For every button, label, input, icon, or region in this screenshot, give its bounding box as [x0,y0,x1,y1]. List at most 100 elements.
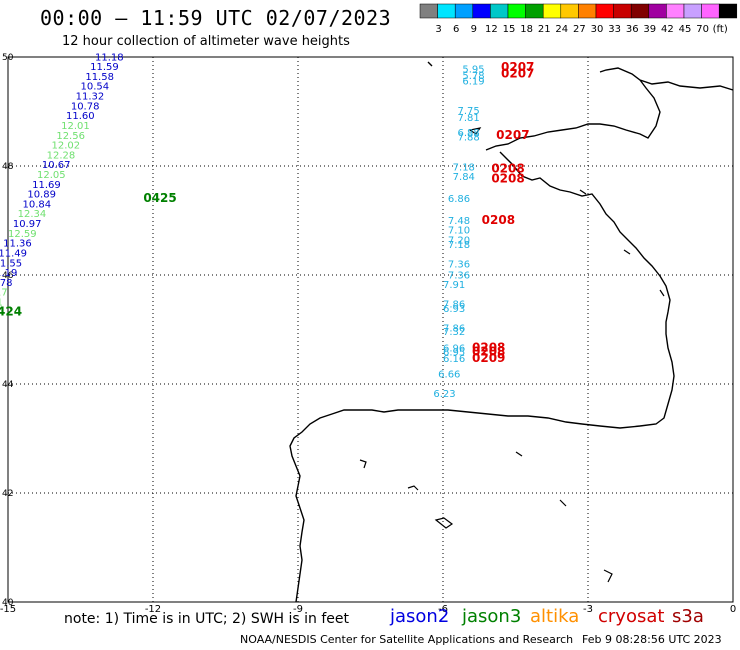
swh-value-west: 11.55 [0,258,22,269]
page-title: 00:00 – 11:59 UTC 02/07/2023 [40,6,392,30]
colorbar-label: 27 [573,24,586,35]
coastline-detail [623,249,631,255]
legend-altika: altika [530,606,580,627]
lat-tick-label: 48 [2,162,14,172]
swh-value-east: 7.36 [448,270,470,281]
swh-value-west: 10.54 [81,82,110,93]
pass-time-label: 0207 [496,128,529,142]
swh-value-west: 10.84 [23,199,52,210]
coastline-detail [359,459,367,469]
swh-value-east: 5.95 [462,64,484,75]
swh-value-east: 7.10 [448,226,470,237]
coastline-detail [603,569,613,583]
swh-value-east: 7.86 [443,324,465,335]
pass-time-label: 0208 [491,162,524,176]
coastline-detail [434,517,454,529]
colorbar-label: 36 [626,24,639,35]
pass-time-label: 0208 [482,213,515,227]
swh-value-east: 7.81 [458,113,480,124]
swh-value-east: 7.18 [453,162,475,173]
swh-value-west: 12.59 [8,229,37,240]
coastline-detail [515,451,523,457]
swh-value-east: 7.86 [443,300,465,311]
colorbar-label: 24 [555,24,568,35]
swh-value-west: 10.78 [71,101,100,112]
swh-value-west: 12.56 [56,131,85,142]
legend-jason3: jason3 [462,606,522,627]
swh-value-east: 7.88 [458,132,480,143]
colorbar-label: 6 [453,24,459,35]
swh-value-east: 7.75 [458,106,480,117]
pass-time-label: 0208 [472,345,505,359]
coastline [427,61,734,151]
colorbar-label: 15 [503,24,516,35]
swh-value-east: 7.20 [448,235,470,246]
lat-tick-label: 46 [2,271,14,281]
swh-value-west: 12.34 [18,209,47,220]
pass-time-label: 0208 [491,171,524,185]
swh-value-west: 12.17 [0,288,8,299]
pass-time-label: 0207 [501,67,534,81]
pass-time-label: 0207 [501,60,534,74]
colorbar-label: 9 [471,24,477,35]
colorbar-label: 39 [643,24,656,35]
swh-value-west: 10.67 [42,160,71,171]
swh-value-west: 12.05 [37,170,66,181]
footer-note: note: 1) Time is in UTC; 2) SWH is in fe… [64,611,350,627]
pass-time-label: 0425 [143,191,176,205]
lon-tick-label: -12 [145,604,161,615]
swh-value-east: 6.88 [458,128,480,139]
lon-tick-label: -6 [438,604,448,615]
colorbar-label: 30 [591,24,604,35]
coastline-detail [579,189,587,195]
swh-value-east: 7.48 [448,216,470,227]
footer-credit: NOAA/NESDIS Center for Satellite Applica… [240,633,574,646]
lon-tick-label: -3 [583,604,593,615]
swh-value-east: 6.96 [443,343,465,354]
coastline [499,151,675,427]
swh-value-west: 11.78 [0,278,12,289]
colorbar-swatch [718,3,738,19]
swh-value-west: 12.28 [47,150,76,161]
swh-value-east: 6.19 [462,76,484,87]
swh-value-east: 6.23 [433,389,455,400]
swh-value-east: 7.36 [448,259,470,270]
swh-value-west: 11.60 [66,111,95,122]
lon-tick-label: -15 [0,604,16,615]
swh-value-west: 12.01 [61,121,90,132]
swh-value-west: 10.89 [27,190,56,201]
swh-value-west: 11.32 [76,92,105,103]
colorbar-label: 33 [608,24,621,35]
page-subtitle: 12 hour collection of altimeter wave hei… [62,34,350,49]
lat-tick-label: 42 [2,489,13,499]
coastline-detail [559,499,567,507]
swh-value-west: 11.69 [32,180,61,191]
swh-value-east: 6.86 [448,194,470,205]
swh-value-east: 6.93 [443,304,465,315]
colorbar-label: (ft) [713,24,728,35]
swh-value-west: 11.18 [95,52,124,63]
colorbar-label: 45 [679,24,692,35]
swh-value-west: 11.58 [85,72,114,83]
lat-tick-label: 44 [2,380,14,390]
colorbar-label: 18 [520,24,533,35]
swh-value-east: 7.32 [443,327,465,338]
swh-value-east: 5.78 [462,71,484,82]
coastline [289,409,641,603]
wave-height-colorbar: 3 6 9 12 15 18 21 24 27 30 33 36 39 42 45 70 (ft) [419,3,738,35]
swh-value-west: 11.49 [0,248,27,259]
swh-value-west: 11.36 [3,239,32,250]
swh-value-west: 11.59 [90,62,119,73]
swh-value-east: 6.16 [443,354,465,365]
colorbar-label: 70 [696,24,709,35]
swh-value-east: 6.66 [438,369,460,380]
coastline-detail [659,289,665,297]
colorbar-label: 12 [485,24,498,35]
coastline-detail [468,127,482,135]
lon-tick-label: 0 [730,604,736,615]
lat-tick-label: 40 [2,598,14,608]
swh-value-west: 10.97 [13,219,42,230]
swh-value-east: 7.18 [448,240,470,251]
swh-value-east: 7.84 [453,172,475,183]
